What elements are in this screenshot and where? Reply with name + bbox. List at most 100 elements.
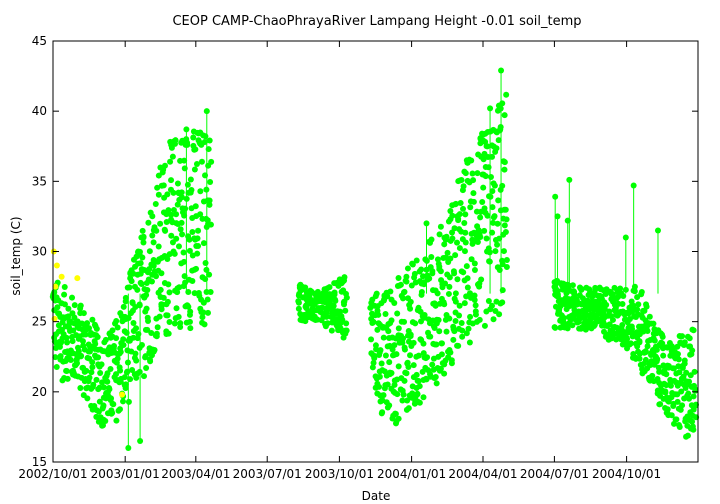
x-tick-label: 2002/10/01 xyxy=(18,467,87,481)
data-point xyxy=(405,405,412,412)
data-point xyxy=(174,289,181,296)
data-point xyxy=(117,349,124,356)
data-point xyxy=(146,248,153,255)
data-point xyxy=(140,234,147,241)
data-point xyxy=(569,282,576,289)
data-point xyxy=(178,194,185,201)
data-point xyxy=(686,378,693,385)
data-point xyxy=(67,357,74,364)
data-point xyxy=(554,213,561,220)
data-point xyxy=(476,316,483,323)
data-point xyxy=(139,254,146,261)
data-point xyxy=(498,67,505,74)
data-point xyxy=(660,352,667,359)
data-point xyxy=(120,336,127,343)
data-point xyxy=(464,284,471,291)
data-point xyxy=(485,297,492,304)
data-point xyxy=(382,352,389,359)
data-point xyxy=(592,287,599,294)
y-axis: 15 20 25 30 35 40 45 xyxy=(32,34,698,469)
data-point xyxy=(192,203,199,210)
data-point xyxy=(203,108,210,115)
data-point xyxy=(200,240,207,247)
data-point xyxy=(472,311,479,318)
data-point xyxy=(654,227,661,234)
data-point xyxy=(52,354,59,361)
data-point xyxy=(168,144,175,151)
data-point xyxy=(54,304,61,311)
data-point xyxy=(469,170,476,177)
data-point xyxy=(674,350,681,357)
data-point xyxy=(678,388,685,395)
data-point xyxy=(108,407,115,414)
x-tick-label: 2004/10/01 xyxy=(592,467,661,481)
data-point xyxy=(459,327,466,334)
data-point xyxy=(485,164,492,171)
data-point xyxy=(420,394,427,401)
data-point xyxy=(166,319,173,326)
data-point xyxy=(452,317,459,324)
data-point xyxy=(156,313,163,320)
data-point xyxy=(153,227,160,234)
data-point xyxy=(400,335,407,342)
data-point xyxy=(96,398,103,405)
data-point xyxy=(148,329,155,336)
data-point xyxy=(454,276,461,283)
data-point xyxy=(98,361,105,368)
data-point xyxy=(65,313,72,320)
data-point xyxy=(452,200,459,207)
data-point xyxy=(128,278,135,285)
data-point xyxy=(199,314,206,321)
data-point xyxy=(676,369,683,376)
data-point xyxy=(447,349,454,356)
data-point xyxy=(186,236,193,243)
data-point xyxy=(166,289,173,296)
data-point xyxy=(158,306,165,313)
data-point xyxy=(186,318,193,325)
data-point xyxy=(208,158,215,165)
data-point xyxy=(471,296,478,303)
data-point xyxy=(395,415,402,422)
data-point xyxy=(187,176,194,183)
data-point xyxy=(468,256,475,263)
data-point xyxy=(489,204,496,211)
data-point xyxy=(160,182,167,189)
data-point xyxy=(193,265,200,272)
data-point xyxy=(192,146,199,153)
data-point xyxy=(452,290,459,297)
data-point xyxy=(668,412,675,419)
data-point xyxy=(644,328,651,335)
data-point xyxy=(84,320,91,327)
data-point xyxy=(394,391,401,398)
data-point xyxy=(480,184,487,191)
data-point xyxy=(436,231,443,238)
data-point xyxy=(96,384,103,391)
x-tick-label: 2003/04/01 xyxy=(161,467,230,481)
data-point xyxy=(134,286,141,293)
data-point xyxy=(150,239,157,246)
data-point xyxy=(165,330,172,337)
data-point xyxy=(157,286,164,293)
data-point xyxy=(151,347,158,354)
data-point xyxy=(104,370,111,377)
data-point xyxy=(446,315,453,322)
data-point xyxy=(328,327,335,334)
data-point xyxy=(630,182,637,189)
data-point xyxy=(634,306,641,313)
data-point xyxy=(207,289,214,296)
data-point xyxy=(391,299,398,306)
data-point xyxy=(51,315,58,322)
data-point xyxy=(145,318,152,325)
x-axis-label: Date xyxy=(362,489,391,503)
data-point xyxy=(52,283,59,290)
data-point xyxy=(391,342,398,349)
data-point xyxy=(501,222,508,229)
data-point xyxy=(622,234,629,241)
y-tick-label: 30 xyxy=(32,245,47,259)
data-point xyxy=(412,320,419,327)
x-tick-label: 2004/01/01 xyxy=(377,467,446,481)
data-point xyxy=(488,302,495,309)
data-point xyxy=(495,197,502,204)
data-point xyxy=(502,206,509,213)
data-point xyxy=(653,358,660,365)
